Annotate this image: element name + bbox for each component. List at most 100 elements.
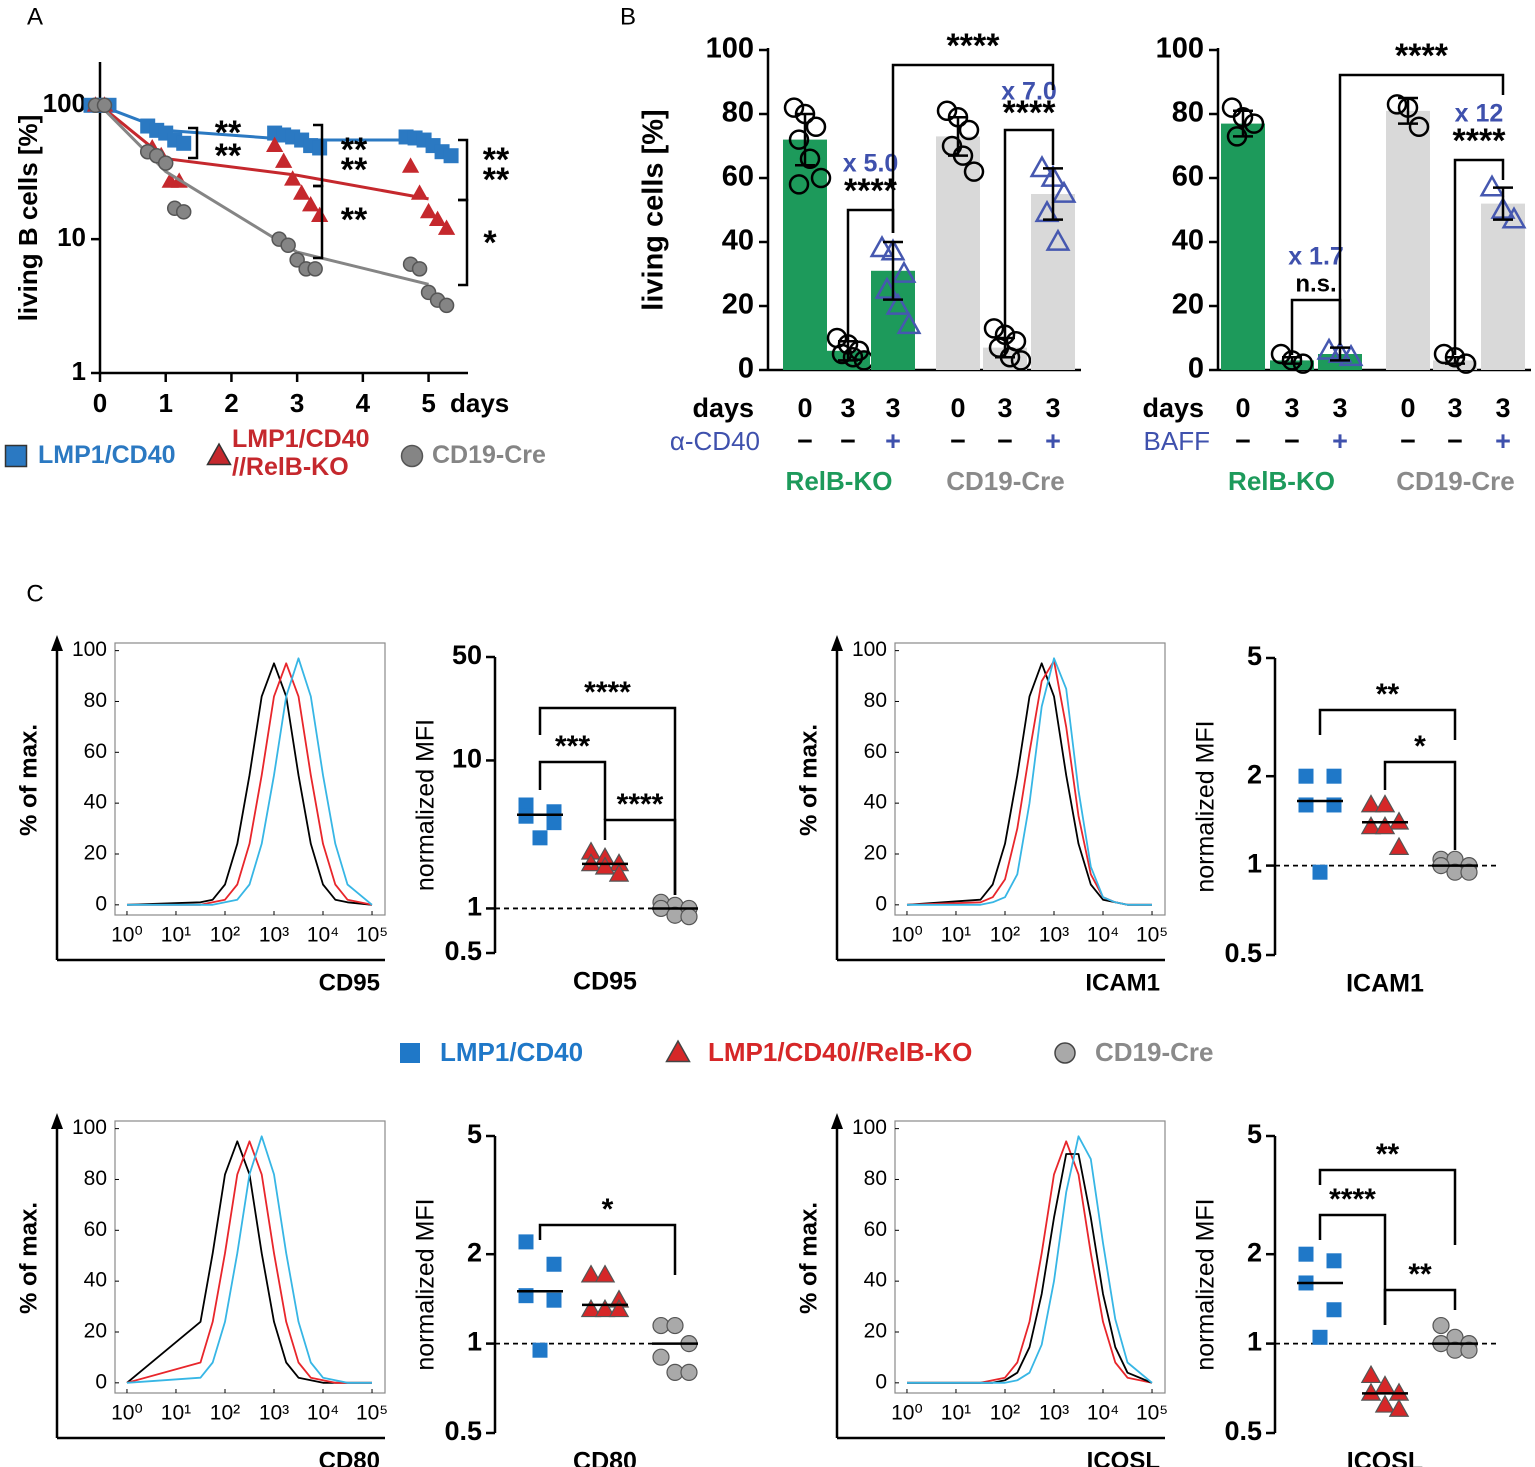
x-tick-label: 10⁴ xyxy=(1087,924,1119,947)
y-tick-label: 40 xyxy=(864,1269,887,1292)
x-tick-label: 10¹ xyxy=(941,924,971,947)
y-tick-label: 60 xyxy=(864,1218,887,1241)
significance-label: ** xyxy=(1408,1258,1432,1291)
x-tick-label: 2 xyxy=(224,388,238,418)
y-tick-label: 1 xyxy=(72,356,86,386)
marker xyxy=(1298,797,1314,813)
marker xyxy=(958,119,980,141)
marker xyxy=(307,261,323,277)
y-axis-label: normalized MFI xyxy=(412,1198,440,1370)
x-tick-label: 3 xyxy=(997,393,1012,423)
legend-label: CD19-Cre xyxy=(432,441,546,469)
marker xyxy=(428,210,447,226)
marker xyxy=(1388,1398,1410,1417)
significance-label: ** xyxy=(483,141,510,179)
marker xyxy=(284,170,302,186)
marker xyxy=(580,1264,602,1283)
marker xyxy=(666,1316,684,1335)
marker xyxy=(546,1256,562,1272)
marker xyxy=(546,815,562,831)
x-tick-label: 10² xyxy=(210,924,240,947)
bar xyxy=(1386,110,1430,371)
marker xyxy=(580,853,602,872)
significance-label: ** xyxy=(341,151,368,189)
treatment-label: BAFF xyxy=(1144,426,1210,456)
y-tick-label: 100 xyxy=(43,88,86,118)
y-tick-label: 80 xyxy=(864,1167,887,1190)
y-tick-label: 0 xyxy=(875,892,887,915)
x-tick-label: 5 xyxy=(421,388,435,418)
x-tick-label: 10⁴ xyxy=(1087,1402,1119,1425)
group-label: CD19-Cre xyxy=(1396,466,1515,496)
marker xyxy=(175,204,192,220)
x-axis-label: ICAM1 xyxy=(1346,970,1424,998)
marker xyxy=(1386,94,1408,115)
y-tick-label: 0 xyxy=(1188,353,1204,385)
y-tick-label: 20 xyxy=(84,842,107,865)
marker xyxy=(1243,113,1265,134)
series-line xyxy=(99,103,429,142)
fold-change: x 12 xyxy=(1455,100,1504,128)
significance-label: ** xyxy=(215,114,242,152)
y-tick-label: 80 xyxy=(864,689,887,712)
x-axis-label: CD80 xyxy=(319,1447,380,1467)
x-tick-label: 1 xyxy=(158,388,172,418)
significance-bracket xyxy=(1383,1288,1457,1325)
x-tick-label: 10³ xyxy=(1039,924,1069,947)
y-axis-label: % of max. xyxy=(15,724,42,836)
x-tick-label: 0 xyxy=(1235,393,1250,423)
y-axis-label: % of max. xyxy=(795,1202,822,1314)
panel-label: C xyxy=(26,580,43,607)
marker xyxy=(443,148,459,164)
legend-label: CD19-Cre xyxy=(1095,1037,1214,1067)
x-tick-label: 0 xyxy=(797,393,812,423)
legend-label: LMP1/CD40//RelB-KO xyxy=(708,1037,972,1067)
y-tick-label: 40 xyxy=(84,791,107,814)
significance-label: * xyxy=(1414,730,1426,763)
legend-label: LMP1/CD40 xyxy=(440,1037,583,1067)
y-tick-label: 60 xyxy=(864,740,887,763)
marker xyxy=(1388,811,1410,830)
significance-bracket xyxy=(188,126,199,160)
marker xyxy=(1316,337,1342,360)
marker xyxy=(594,1264,616,1283)
y-tick-label: 0 xyxy=(95,1370,107,1393)
series-line xyxy=(99,104,429,201)
marker xyxy=(1326,768,1342,784)
marker xyxy=(936,100,958,122)
marker xyxy=(799,148,821,170)
marker xyxy=(311,206,329,222)
y-tick-label: 20 xyxy=(84,1320,107,1343)
significance-label: ** xyxy=(1376,1138,1400,1171)
legend-label: LMP1/CD40 //RelB-KO xyxy=(232,425,370,481)
marker xyxy=(312,140,328,156)
marker xyxy=(842,346,864,368)
marker xyxy=(1501,206,1527,229)
marker xyxy=(594,856,616,875)
marker xyxy=(1360,1382,1382,1401)
y-tick-label: 20 xyxy=(864,1320,887,1343)
axis-arrow xyxy=(831,1113,843,1129)
marker xyxy=(896,311,922,335)
group-label: CD19-Cre xyxy=(946,466,1065,496)
y-tick-label: 100 xyxy=(706,33,754,65)
bar xyxy=(1270,360,1314,370)
y-tick-label: 40 xyxy=(722,225,754,257)
y-tick-label: 10 xyxy=(57,222,86,252)
error-bar xyxy=(838,339,858,362)
significance-bracket xyxy=(1338,73,1505,345)
error-bar xyxy=(1330,346,1350,362)
significance-label: n.s. xyxy=(1295,270,1336,297)
x-axis-label: CD95 xyxy=(319,969,380,996)
legend-swatch xyxy=(1054,1042,1076,1064)
y-tick-label: 80 xyxy=(722,97,754,129)
significance-bracket xyxy=(538,1223,677,1275)
marker xyxy=(1010,350,1032,371)
y-tick-label: 100 xyxy=(72,638,107,661)
x-tick-label: 0 xyxy=(93,388,107,418)
y-tick-label: 20 xyxy=(864,842,887,865)
legend-swatch xyxy=(206,442,232,466)
histogram-curve xyxy=(907,1153,1153,1384)
x-axis-label: CD95 xyxy=(573,968,637,996)
